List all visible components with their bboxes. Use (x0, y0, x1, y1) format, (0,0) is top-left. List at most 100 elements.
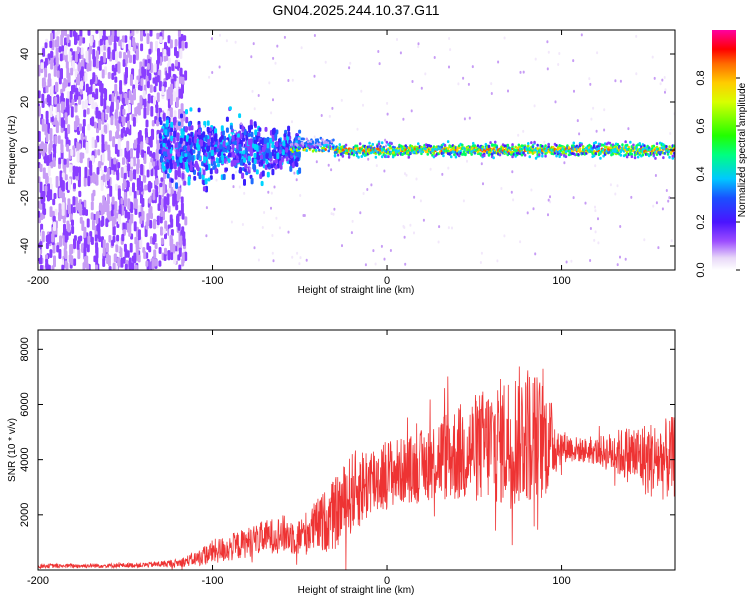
heatmap-cell (180, 202, 184, 215)
heatmap-cell (112, 262, 116, 270)
heatmap-cell (630, 195, 633, 199)
heatmap-cell (87, 235, 91, 245)
heatmap-cell (174, 59, 178, 67)
heatmap-cell (164, 129, 168, 136)
heatmap-cell (61, 117, 64, 129)
heatmap-cell (123, 166, 127, 174)
heatmap-cell (95, 106, 99, 119)
heatmap-cell (272, 56, 275, 60)
heatmap-cell (149, 219, 153, 229)
heatmap-cell (112, 225, 116, 236)
heatmap-cell (83, 241, 87, 248)
heatmap-cell (158, 247, 162, 255)
heatmap-cell (193, 175, 197, 181)
heatmap-cell (543, 140, 546, 144)
heatmap-cell (647, 146, 651, 150)
heatmap-cell (110, 115, 114, 126)
heatmap-cell (44, 67, 48, 78)
heatmap-cell (94, 234, 98, 242)
heatmap-cell (157, 48, 160, 57)
heatmap-cell (471, 65, 474, 69)
heatmap-cell (608, 141, 612, 145)
heatmap-cell (163, 81, 167, 88)
heatmap-cell (54, 117, 58, 126)
heatmap-cell (110, 101, 114, 113)
heatmap-cell (211, 37, 213, 41)
heatmap-cell (462, 199, 465, 203)
heatmap-cell (209, 175, 213, 180)
heatmap-cell (133, 139, 137, 149)
heatmap-cell (143, 107, 147, 119)
heatmap-cell (271, 143, 275, 149)
heatmap-cell (253, 139, 257, 145)
heatmap-cell (38, 247, 41, 259)
heatmap-cell (269, 138, 273, 144)
heatmap-cell (252, 164, 256, 171)
heatmap-cell (90, 174, 94, 184)
heatmap-cell (88, 94, 92, 105)
heatmap-cell (163, 49, 167, 57)
heatmap-cell (266, 142, 270, 149)
heatmap-cell (547, 50, 550, 54)
heatmap-cell (79, 34, 83, 44)
heatmap-cell (351, 219, 354, 223)
heatmap-cell (244, 163, 248, 169)
heatmap-cell (271, 234, 274, 237)
heatmap-cell (183, 35, 187, 42)
heatmap-cell (270, 191, 273, 195)
heatmap-cell (103, 200, 107, 213)
heatmap-cell (61, 207, 65, 217)
heatmap-cell (82, 118, 86, 127)
heatmap-cell (117, 162, 121, 169)
heatmap-cell (590, 117, 593, 121)
heatmap-cell (127, 120, 130, 130)
heatmap-cell (205, 206, 208, 210)
heatmap-cell (70, 67, 74, 76)
heatmap-cell (142, 175, 146, 182)
heatmap-cell (247, 132, 251, 138)
heatmap-cell (196, 153, 200, 159)
heatmap-cell (390, 142, 393, 146)
heatmap-cell (97, 79, 101, 86)
heatmap-cell (497, 60, 500, 64)
heatmap-cell (249, 150, 253, 157)
heatmap-cell (89, 79, 93, 86)
heatmap-cell (153, 218, 156, 230)
heatmap-cell (271, 168, 275, 176)
heatmap-cell (654, 174, 657, 177)
heatmap-cell (291, 255, 294, 259)
heatmap-cell (226, 144, 230, 151)
heatmap-cell (348, 66, 351, 70)
heatmap-cell (527, 142, 530, 145)
heatmap-cell (64, 250, 68, 260)
heatmap-cell (149, 150, 153, 157)
spectrogram-ytick-label: 20 (19, 96, 31, 108)
heatmap-cell (463, 117, 466, 121)
heatmap-cell (123, 172, 127, 180)
heatmap-cell (614, 79, 617, 83)
heatmap-cell (253, 158, 257, 165)
heatmap-cell (238, 143, 242, 151)
heatmap-cell (172, 137, 176, 144)
heatmap-cell (95, 59, 99, 69)
snr-y-ticks: 2000 4000 6000 8000 (19, 337, 675, 527)
heatmap-cell (324, 148, 327, 151)
heatmap-cell (121, 205, 125, 216)
heatmap-cell (146, 81, 150, 89)
heatmap-cell (60, 101, 64, 113)
heatmap-cell (313, 135, 316, 139)
heatmap-cell (122, 116, 126, 127)
heatmap-cell (42, 190, 46, 202)
heatmap-cell (84, 99, 88, 109)
heatmap-cell (167, 128, 171, 133)
heatmap-cell (92, 72, 96, 83)
heatmap-cell (130, 148, 133, 158)
heatmap-cell (66, 67, 70, 79)
heatmap-cell (156, 32, 160, 40)
heatmap-cell (91, 91, 95, 99)
heatmap-cell (236, 159, 240, 164)
heatmap-cell (210, 137, 214, 144)
heatmap-cell (238, 185, 241, 189)
heatmap-cell (102, 239, 106, 250)
heatmap-cell (234, 40, 237, 44)
